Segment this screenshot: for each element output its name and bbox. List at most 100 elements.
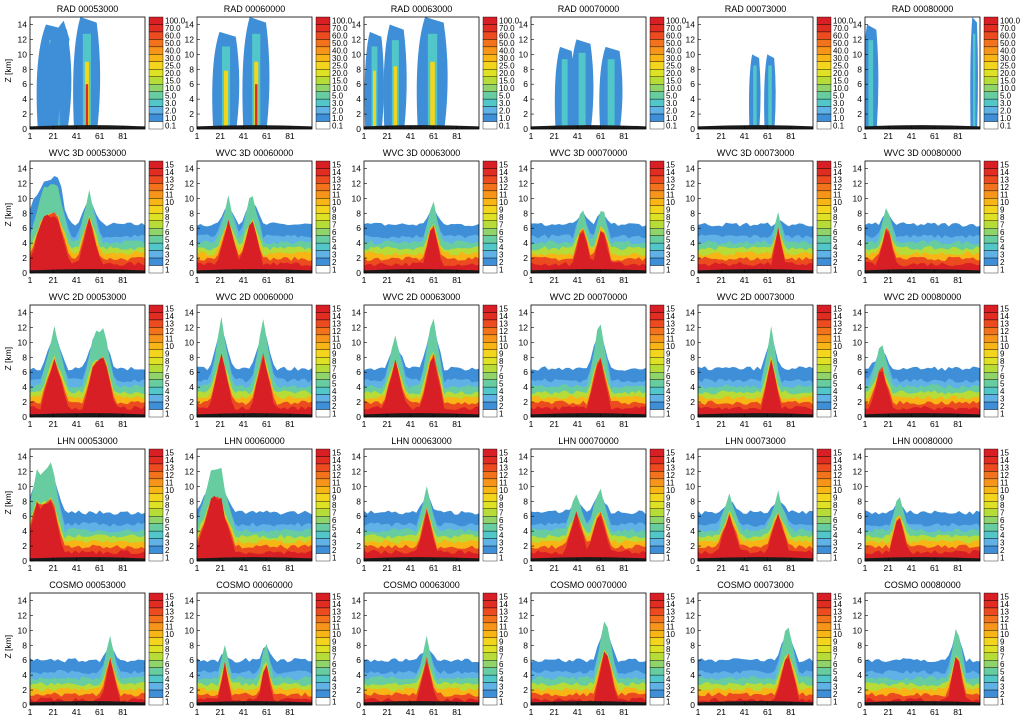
- y-tick-label: 10: [185, 193, 195, 203]
- colorbar-swatch: [816, 312, 832, 321]
- colorbar-swatch: [315, 530, 331, 539]
- axes-frame: [196, 304, 313, 418]
- plot-contours: [30, 176, 145, 273]
- colorbar-swatch: [649, 448, 665, 457]
- y-tick-label: 14: [185, 19, 195, 29]
- colorbar-swatch: [148, 213, 164, 221]
- colorbar-swatch: [649, 501, 665, 509]
- x-tick-label: 81: [118, 131, 128, 141]
- x-tick-label: 21: [382, 707, 392, 717]
- colorbar-swatch: [816, 31, 832, 40]
- terrain: [531, 413, 646, 417]
- plot-contours: [865, 497, 980, 561]
- colorbar-label: 100.0: [499, 17, 520, 26]
- colorbar-swatch: [983, 83, 999, 92]
- colorbar-swatch: [148, 227, 164, 236]
- colorbar-swatch: [983, 319, 999, 328]
- y-tick-label: 2: [22, 109, 27, 119]
- y-tick-label: 8: [356, 208, 361, 218]
- colorbar-swatch: [983, 198, 999, 206]
- colorbar-swatch: [649, 357, 665, 365]
- colorbar-swatch: [148, 667, 164, 676]
- colorbar-label: 11: [332, 335, 341, 344]
- colorbar-label: 13: [332, 608, 341, 617]
- colorbar-label: 5: [165, 379, 170, 388]
- colorbar-swatch: [148, 622, 164, 631]
- colorbar-label: 13: [1000, 176, 1009, 185]
- colorbar-swatch: [816, 39, 832, 48]
- x-tick-label: 41: [406, 275, 416, 285]
- colorbar-swatch: [315, 592, 331, 601]
- colorbar-label: 3.0: [165, 99, 177, 108]
- y-tick-label: 2: [189, 541, 194, 551]
- colorbar-label: 100.0: [165, 17, 186, 26]
- y-tick-label: 8: [523, 208, 528, 218]
- colorbar-label: 4: [666, 243, 671, 252]
- colorbar-swatch: [482, 319, 498, 328]
- colorbar-swatch: [148, 516, 164, 524]
- contour-layer: [698, 356, 813, 417]
- colorbar-swatch: [816, 652, 832, 661]
- y-axis-label: Z [km]: [3, 347, 13, 371]
- colorbar-swatch: [315, 190, 331, 199]
- colorbar-label: 14: [1000, 600, 1009, 609]
- panel-title: RAD 00063000: [391, 4, 453, 14]
- x-tick-label: 21: [215, 419, 225, 429]
- colorbar-swatch: [315, 242, 331, 251]
- colorbar-label: 15.0: [499, 76, 515, 85]
- colorbar-swatch: [649, 689, 665, 698]
- plot-contours: [531, 324, 646, 417]
- colorbar-label: 15.0: [833, 76, 849, 85]
- colorbar-swatch: [983, 334, 999, 343]
- y-tick-label: 2: [22, 685, 27, 695]
- x-tick-label: 81: [285, 419, 295, 429]
- colorbar-label: 2: [499, 546, 504, 555]
- terrain: [531, 557, 646, 561]
- colorbar-label: 7: [165, 220, 170, 229]
- colorbar-swatch: [482, 667, 498, 676]
- colorbar-label: 9: [833, 206, 838, 215]
- x-tick-label: 41: [740, 131, 750, 141]
- colorbar-swatch: [649, 607, 665, 616]
- x-tick-label: 61: [262, 131, 272, 141]
- x-tick-label: 61: [429, 131, 439, 141]
- y-tick-label: 0: [690, 556, 695, 566]
- x-tick-label: 81: [619, 707, 629, 717]
- panel-title: WVC 2D 00080000: [884, 292, 962, 302]
- colorbar-swatch: [816, 91, 832, 100]
- colorbar-swatch: [649, 319, 665, 328]
- x-tick-label: 41: [740, 275, 750, 285]
- terrain: [364, 701, 479, 705]
- axes-frame: [29, 16, 146, 130]
- colorbar-swatch: [148, 235, 164, 244]
- panel-title: LHN 00060000: [224, 436, 285, 446]
- colorbar-label: 15: [833, 161, 842, 170]
- colorbar-swatch: [816, 501, 832, 509]
- terrain: [531, 125, 646, 129]
- colorbar-label: 5: [499, 235, 504, 244]
- plot-contours: [865, 345, 980, 417]
- plot-contours: [531, 621, 646, 705]
- colorbar-label: 3: [833, 250, 838, 259]
- colorbar-swatch: [482, 645, 498, 653]
- contour-layer: [364, 510, 479, 561]
- colorbar-swatch: [482, 592, 498, 601]
- colorbar-label: 13: [332, 176, 341, 185]
- colorbar-label: 11: [165, 479, 174, 488]
- y-tick-label: 2: [690, 397, 695, 407]
- colorbar-label: 4: [1000, 531, 1005, 540]
- y-tick-label: 2: [523, 685, 528, 695]
- x-tick-label: 1: [195, 419, 200, 429]
- colorbar-label: 12: [332, 327, 341, 336]
- colorbar-label: 5: [332, 379, 337, 388]
- colorbar-label: 15: [666, 305, 675, 314]
- terrain: [698, 413, 813, 417]
- colorbar-label: 13: [666, 176, 675, 185]
- colorbar-swatch: [816, 46, 832, 55]
- colorbar-swatch: [649, 183, 665, 192]
- colorbar-swatch: [816, 600, 832, 609]
- axes-frame: [29, 304, 146, 418]
- y-tick-label: 8: [356, 640, 361, 650]
- axes-frame: [864, 304, 981, 418]
- x-tick-label: 1: [362, 563, 367, 573]
